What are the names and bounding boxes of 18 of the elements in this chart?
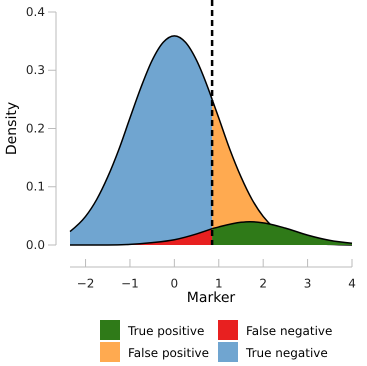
- x-tick-label: 1: [214, 276, 223, 291]
- x-tick-label: 2: [259, 276, 267, 291]
- y-tick-label: 0.2: [26, 121, 45, 136]
- legend-label: True negative: [245, 346, 328, 360]
- x-tick-label: 3: [304, 276, 312, 291]
- y-tick-label: 0.3: [26, 63, 45, 78]
- y-tick-label: 0.4: [26, 4, 45, 19]
- x-tick-label: −1: [121, 276, 139, 291]
- legend-label: False positive: [128, 346, 210, 360]
- y-axis-title: Density: [4, 102, 20, 156]
- x-axis-title: Marker: [186, 290, 236, 306]
- x-tick-label: −2: [76, 276, 94, 291]
- y-tick-label: 0.1: [26, 180, 45, 194]
- x-tick-label: 0: [170, 276, 178, 291]
- legend-label: False negative: [246, 324, 332, 338]
- legend-label: True positive: [127, 324, 204, 338]
- y-tick-label: 0.0: [26, 238, 45, 252]
- x-tick-label: 4: [348, 276, 356, 291]
